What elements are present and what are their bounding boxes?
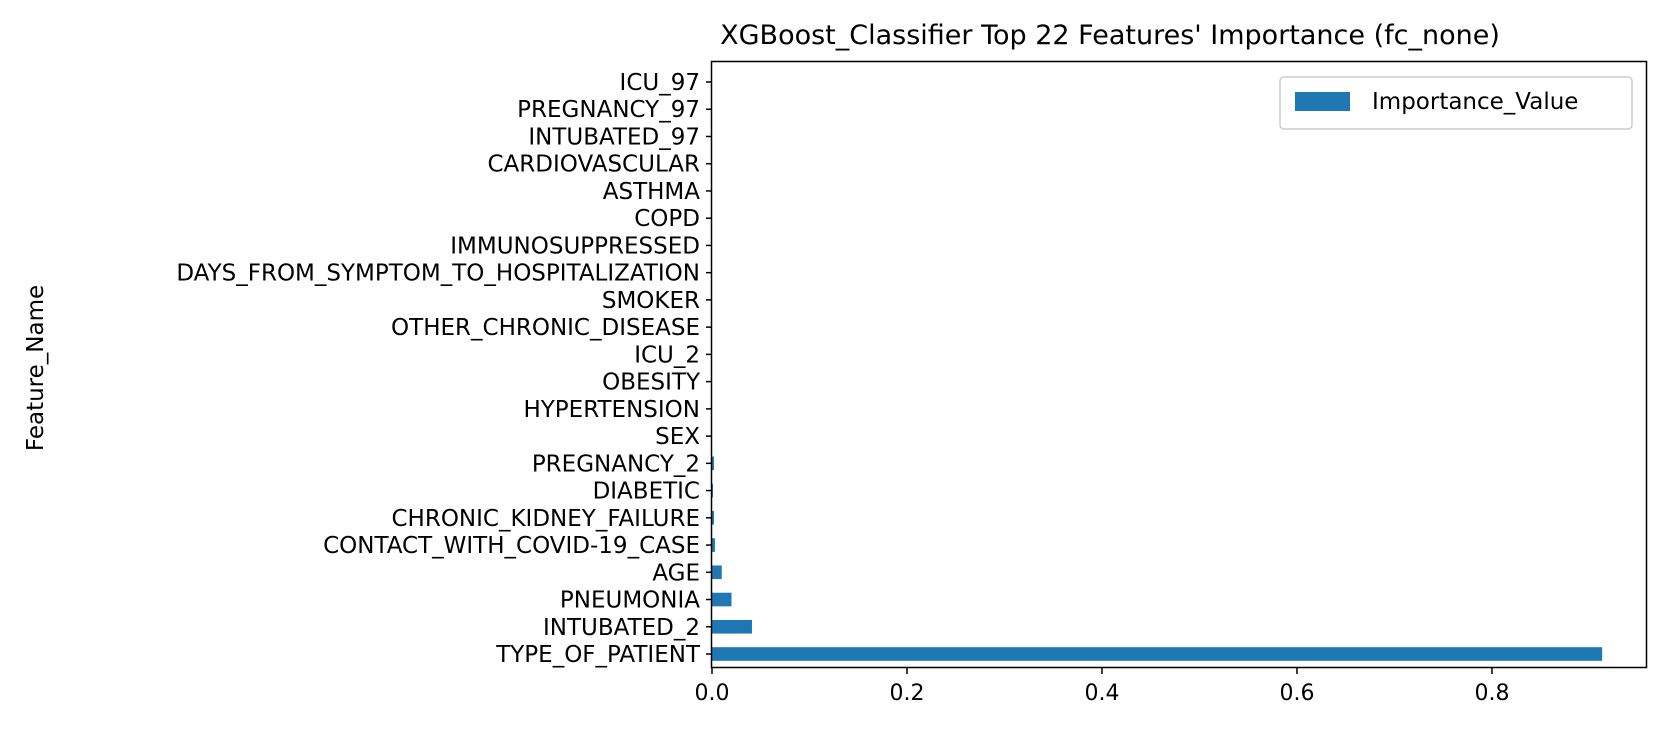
bar bbox=[712, 483, 713, 498]
bars-layer bbox=[712, 456, 1603, 661]
category-label: INTUBATED_2 bbox=[543, 615, 700, 641]
category-label: HYPERTENSION bbox=[523, 397, 700, 423]
y-axis-label: Feature_Name bbox=[23, 285, 49, 451]
category-label: SEX bbox=[655, 424, 700, 450]
category-label: SMOKER bbox=[602, 288, 700, 314]
category-label: ASTHMA bbox=[603, 179, 701, 205]
chart-title: XGBoost_Classifier Top 22 Features' Impo… bbox=[720, 20, 1500, 51]
x-tick-labels: 0.0 0.2 0.4 0.6 0.8 bbox=[695, 668, 1509, 706]
category-label: OTHER_CHRONIC_DISEASE bbox=[391, 315, 700, 341]
category-label: TYPE_OF_PATIENT bbox=[495, 642, 701, 668]
category-label: CHRONIC_KIDNEY_FAILURE bbox=[391, 506, 700, 532]
category-label: DIABETIC bbox=[593, 479, 700, 505]
category-label: PREGNANCY_2 bbox=[532, 451, 700, 477]
category-labels: ICU_97PREGNANCY_97INTUBATED_97CARDIOVASC… bbox=[176, 70, 712, 668]
legend-box bbox=[1279, 76, 1633, 130]
category-label: PREGNANCY_97 bbox=[517, 97, 700, 123]
bar bbox=[712, 456, 714, 471]
x-tick-label: 0.2 bbox=[889, 681, 924, 706]
legend: Importance_Value bbox=[1279, 76, 1633, 130]
x-tick-label: 0.0 bbox=[695, 681, 730, 706]
legend-swatch bbox=[1295, 92, 1350, 111]
bar bbox=[712, 511, 714, 525]
legend-label: Importance_Value bbox=[1372, 89, 1578, 115]
category-label: OBESITY bbox=[602, 370, 701, 396]
bar bbox=[712, 619, 752, 634]
bar bbox=[712, 538, 715, 552]
category-label: CARDIOVASCULAR bbox=[487, 152, 700, 178]
category-label: COPD bbox=[634, 206, 700, 232]
category-label: ICU_97 bbox=[620, 70, 700, 96]
category-label: DAYS_FROM_SYMPTOM_TO_HOSPITALIZATION bbox=[176, 261, 700, 287]
bar bbox=[712, 647, 1603, 661]
category-label: INTUBATED_97 bbox=[528, 124, 700, 150]
category-label: IMMUNOSUPPRESSED bbox=[450, 233, 700, 259]
category-label: PNEUMONIA bbox=[560, 588, 700, 614]
x-tick-label: 0.4 bbox=[1084, 681, 1119, 706]
bar bbox=[712, 592, 732, 607]
category-label: ICU_2 bbox=[634, 342, 700, 368]
category-label: CONTACT_WITH_COVID-19_CASE bbox=[323, 533, 700, 559]
x-tick-label: 0.8 bbox=[1474, 681, 1509, 706]
bar bbox=[712, 565, 722, 580]
category-label: AGE bbox=[652, 560, 700, 586]
plot-frame bbox=[710, 60, 1648, 669]
x-tick-label: 0.6 bbox=[1279, 681, 1314, 706]
